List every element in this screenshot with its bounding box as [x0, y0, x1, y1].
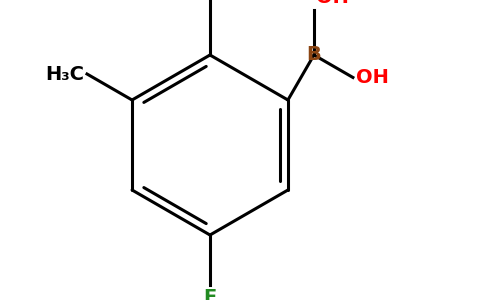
- Text: OH: OH: [316, 0, 349, 7]
- Text: H₃C: H₃C: [45, 64, 84, 83]
- Text: B: B: [306, 46, 321, 64]
- Text: OH: OH: [356, 68, 389, 87]
- Text: F: F: [203, 288, 217, 300]
